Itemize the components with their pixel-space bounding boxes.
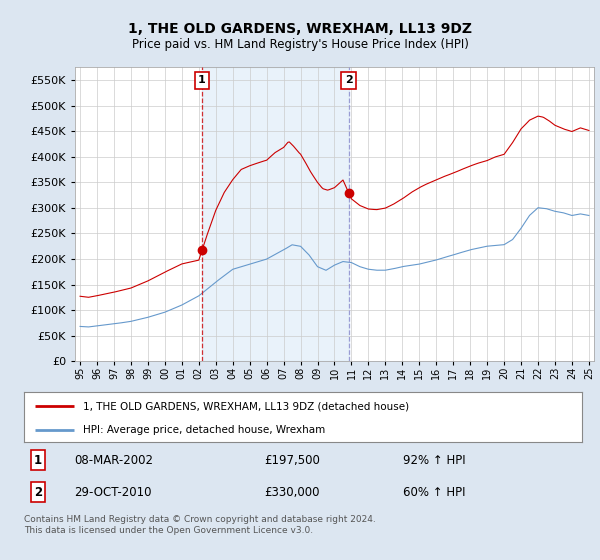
Text: 29-OCT-2010: 29-OCT-2010 <box>74 486 152 499</box>
Text: 2: 2 <box>34 486 42 499</box>
Bar <box>202 67 349 361</box>
Text: 2: 2 <box>345 76 352 86</box>
Text: 1: 1 <box>34 454 42 466</box>
Text: 1, THE OLD GARDENS, WREXHAM, LL13 9DZ (detached house): 1, THE OLD GARDENS, WREXHAM, LL13 9DZ (d… <box>83 401 409 411</box>
Text: Contains HM Land Registry data © Crown copyright and database right 2024.
This d: Contains HM Land Registry data © Crown c… <box>24 515 376 535</box>
Text: £330,000: £330,000 <box>264 486 319 499</box>
Text: HPI: Average price, detached house, Wrexham: HPI: Average price, detached house, Wrex… <box>83 425 325 435</box>
Text: 92% ↑ HPI: 92% ↑ HPI <box>403 454 466 466</box>
Text: 60% ↑ HPI: 60% ↑ HPI <box>403 486 466 499</box>
Text: 1: 1 <box>198 76 206 86</box>
Text: 08-MAR-2002: 08-MAR-2002 <box>74 454 153 466</box>
Text: Price paid vs. HM Land Registry's House Price Index (HPI): Price paid vs. HM Land Registry's House … <box>131 38 469 51</box>
Text: 1, THE OLD GARDENS, WREXHAM, LL13 9DZ: 1, THE OLD GARDENS, WREXHAM, LL13 9DZ <box>128 22 472 36</box>
Text: £197,500: £197,500 <box>264 454 320 466</box>
